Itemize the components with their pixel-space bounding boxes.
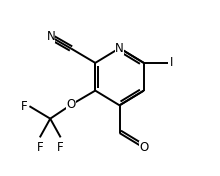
Text: N: N xyxy=(46,30,55,43)
Text: O: O xyxy=(66,98,76,111)
Text: N: N xyxy=(115,42,124,55)
Text: F: F xyxy=(21,100,28,113)
Text: F: F xyxy=(37,141,43,154)
Text: F: F xyxy=(57,141,64,154)
Text: O: O xyxy=(139,141,148,154)
Text: I: I xyxy=(170,56,173,69)
